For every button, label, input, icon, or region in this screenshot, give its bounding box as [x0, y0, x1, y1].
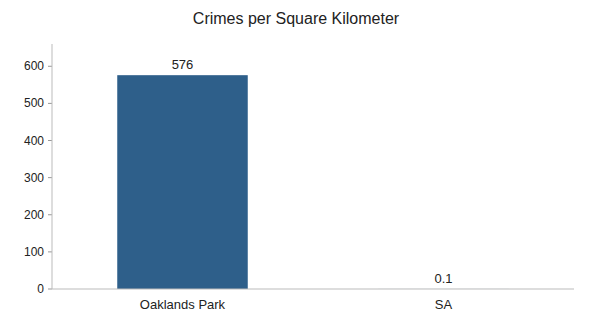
y-tick [48, 177, 52, 178]
chart-svg: Crimes per Square Kilometer 0 100 200 300 400… [0, 0, 592, 333]
y-tick [48, 103, 52, 104]
bars [117, 75, 509, 289]
y-axis: 0 100 200 300 400 500 600 [24, 44, 52, 296]
y-tick [48, 140, 52, 141]
y-tick-label: 600 [24, 59, 44, 73]
y-tick-label: 200 [24, 208, 44, 222]
data-label: 0.1 [434, 271, 452, 286]
x-tick-label: Oaklands Park [140, 297, 226, 312]
y-tick-label: 0 [37, 282, 44, 296]
data-labels: 576 0.1 [172, 57, 453, 286]
chart-container: Crimes per Square Kilometer 0 100 200 300 400… [0, 0, 592, 333]
y-axis-line [52, 44, 53, 289]
bar [117, 75, 248, 289]
x-tick-label: SA [435, 297, 453, 312]
chart-title: Crimes per Square Kilometer [193, 10, 400, 27]
data-label: 576 [172, 57, 194, 72]
y-tick-label: 300 [24, 171, 44, 185]
y-tick [48, 251, 52, 252]
y-tick [48, 214, 52, 215]
y-tick [48, 66, 52, 67]
y-tick-label: 400 [24, 134, 44, 148]
y-tick-label: 500 [24, 96, 44, 110]
x-axis-line [52, 289, 574, 290]
y-tick-label: 100 [24, 245, 44, 259]
x-axis: Oaklands Park SA [140, 297, 453, 312]
y-tick [48, 289, 52, 290]
